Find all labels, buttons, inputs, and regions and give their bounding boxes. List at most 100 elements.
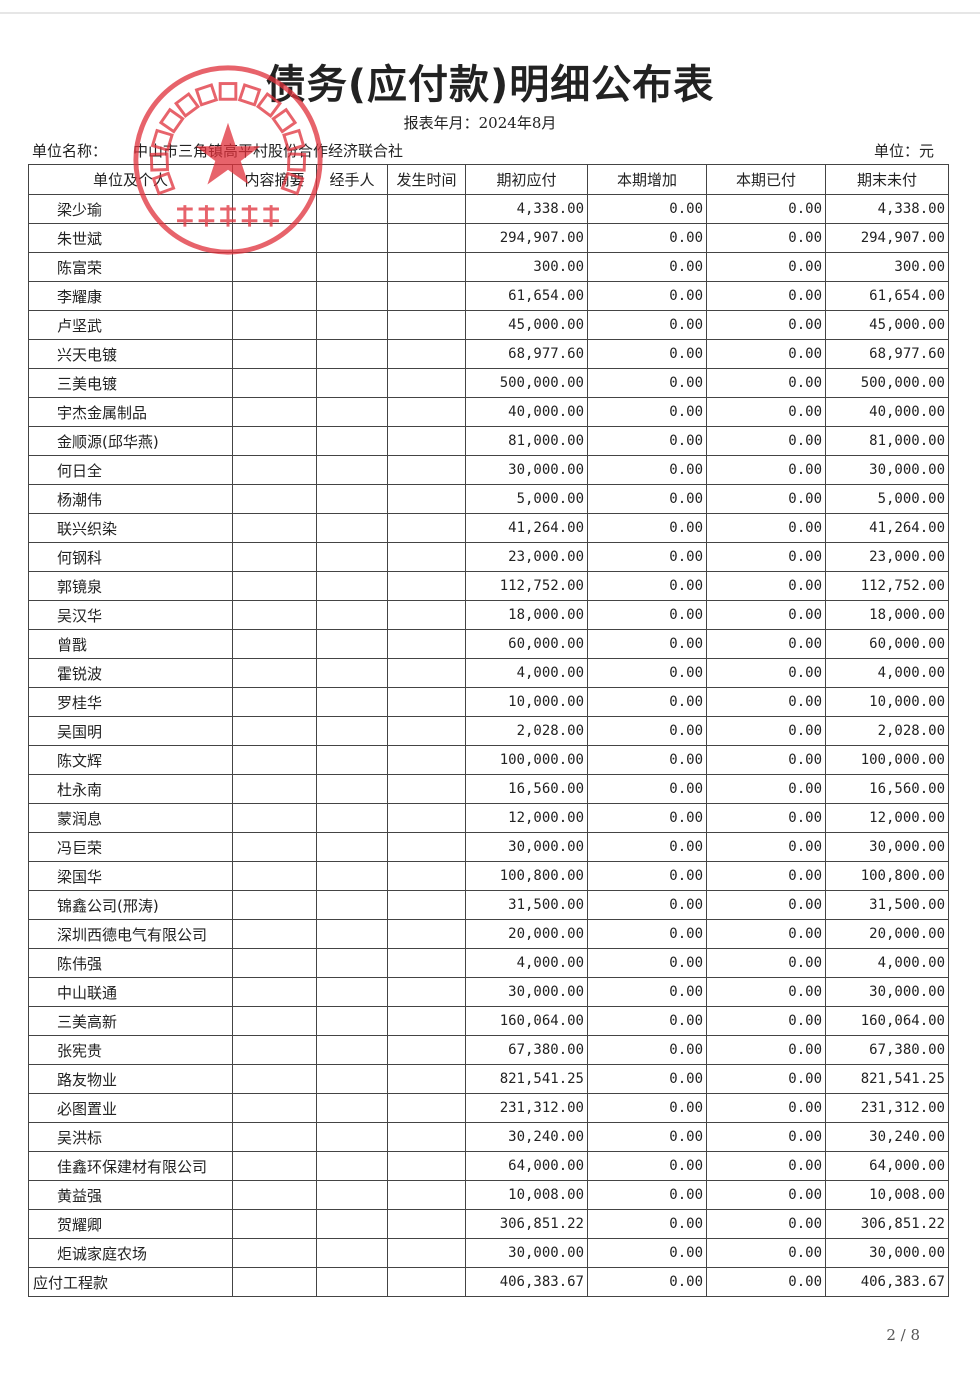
table-row: 霍锐波 4,000.00 0.00 0.00 4,000.00 [28, 658, 949, 688]
empty-cell [316, 455, 388, 485]
amount-cell: 61,654.00 [465, 281, 588, 311]
amount-cell: 100,000.00 [825, 745, 949, 775]
empty-cell [232, 281, 317, 311]
amount-cell: 0.00 [587, 484, 707, 514]
empty-cell [316, 832, 388, 862]
amount-cell: 2,028.00 [825, 716, 949, 746]
empty-cell [232, 513, 317, 543]
amount-cell: 500,000.00 [825, 368, 949, 398]
empty-cell [387, 803, 466, 833]
amount-cell: 2,028.00 [465, 716, 588, 746]
table-row: 陈富荣 300.00 0.00 0.00 300.00 [28, 252, 949, 282]
empty-cell [232, 745, 317, 775]
empty-cell [232, 1238, 317, 1268]
amount-cell: 0.00 [706, 1122, 826, 1152]
empty-cell [316, 281, 388, 311]
table-row: 联兴织染 41,264.00 0.00 0.00 41,264.00 [28, 513, 949, 543]
empty-cell [232, 1180, 317, 1210]
party-name: 宇杰金属制品 [28, 397, 233, 427]
empty-cell [387, 455, 466, 485]
amount-cell: 4,338.00 [465, 194, 588, 224]
empty-cell [387, 194, 466, 224]
empty-cell [387, 1151, 466, 1181]
empty-cell [232, 774, 317, 804]
empty-cell [316, 919, 388, 949]
amount-cell: 0.00 [587, 194, 707, 224]
party-name: 吴国明 [28, 716, 233, 746]
amount-cell: 0.00 [706, 600, 826, 630]
empty-cell [387, 1209, 466, 1239]
amount-cell: 4,000.00 [465, 658, 588, 688]
amount-cell: 4,338.00 [825, 194, 949, 224]
table-row: 路友物业 821,541.25 0.00 0.00 821,541.25 [28, 1064, 949, 1094]
table-row: 吴洪标 30,240.00 0.00 0.00 30,240.00 [28, 1122, 949, 1152]
empty-cell [316, 484, 388, 514]
party-name: 卢坚武 [28, 310, 233, 340]
empty-cell [316, 629, 388, 659]
amount-cell: 0.00 [706, 310, 826, 340]
amount-cell: 0.00 [587, 252, 707, 282]
empty-cell [316, 1122, 388, 1152]
amount-cell: 0.00 [587, 1267, 707, 1297]
amount-cell: 0.00 [706, 252, 826, 282]
table-row: 贺耀卿 306,851.22 0.00 0.00 306,851.22 [28, 1209, 949, 1239]
party-name: 佳鑫环保建材有限公司 [28, 1151, 233, 1181]
column-header: 本期已付 [706, 164, 826, 195]
empty-cell [232, 1035, 317, 1065]
empty-cell [232, 426, 317, 456]
column-header: 单位及个人 [28, 164, 233, 195]
amount-cell: 0.00 [706, 542, 826, 572]
empty-cell [387, 426, 466, 456]
empty-cell [232, 1093, 317, 1123]
amount-cell: 4,000.00 [825, 658, 949, 688]
empty-cell [316, 368, 388, 398]
amount-cell: 64,000.00 [825, 1151, 949, 1181]
empty-cell [387, 484, 466, 514]
empty-cell [316, 890, 388, 920]
amount-cell: 0.00 [587, 1180, 707, 1210]
empty-cell [387, 1180, 466, 1210]
empty-cell [316, 716, 388, 746]
amount-cell: 0.00 [706, 716, 826, 746]
amount-cell: 500,000.00 [465, 368, 588, 398]
empty-cell [387, 571, 466, 601]
column-header: 发生时间 [387, 164, 466, 195]
empty-cell [232, 890, 317, 920]
amount-cell: 40,000.00 [465, 397, 588, 427]
amount-cell: 0.00 [587, 223, 707, 253]
table-row: 张宪贵 67,380.00 0.00 0.00 67,380.00 [28, 1035, 949, 1065]
empty-cell [316, 223, 388, 253]
table-row: 兴天电镀 68,977.60 0.00 0.00 68,977.60 [28, 339, 949, 369]
party-name: 吴汉华 [28, 600, 233, 630]
party-name: 黄益强 [28, 1180, 233, 1210]
table-row: 卢坚武 45,000.00 0.00 0.00 45,000.00 [28, 310, 949, 340]
party-name: 冯巨荣 [28, 832, 233, 862]
amount-cell: 0.00 [706, 948, 826, 978]
table-row: 三美高新 160,064.00 0.00 0.00 160,064.00 [28, 1006, 949, 1036]
empty-cell [387, 977, 466, 1007]
amount-cell: 0.00 [587, 745, 707, 775]
empty-cell [387, 890, 466, 920]
amount-cell: 4,000.00 [825, 948, 949, 978]
empty-cell [387, 774, 466, 804]
empty-cell [316, 861, 388, 891]
amount-cell: 81,000.00 [465, 426, 588, 456]
party-name: 何钢科 [28, 542, 233, 572]
amount-cell: 41,264.00 [465, 513, 588, 543]
amount-cell: 0.00 [587, 542, 707, 572]
empty-cell [387, 1006, 466, 1036]
empty-cell [316, 1035, 388, 1065]
amount-cell: 30,000.00 [465, 832, 588, 862]
amount-cell: 23,000.00 [825, 542, 949, 572]
empty-cell [387, 1122, 466, 1152]
amount-cell: 68,977.60 [825, 339, 949, 369]
empty-cell [316, 310, 388, 340]
empty-cell [387, 1035, 466, 1065]
table-row: 佳鑫环保建材有限公司 64,000.00 0.00 0.00 64,000.00 [28, 1151, 949, 1181]
amount-cell: 16,560.00 [465, 774, 588, 804]
table-row: 锦鑫公司(邢涛) 31,500.00 0.00 0.00 31,500.00 [28, 890, 949, 920]
amount-cell: 20,000.00 [825, 919, 949, 949]
column-header: 经手人 [316, 164, 388, 195]
empty-cell [232, 658, 317, 688]
